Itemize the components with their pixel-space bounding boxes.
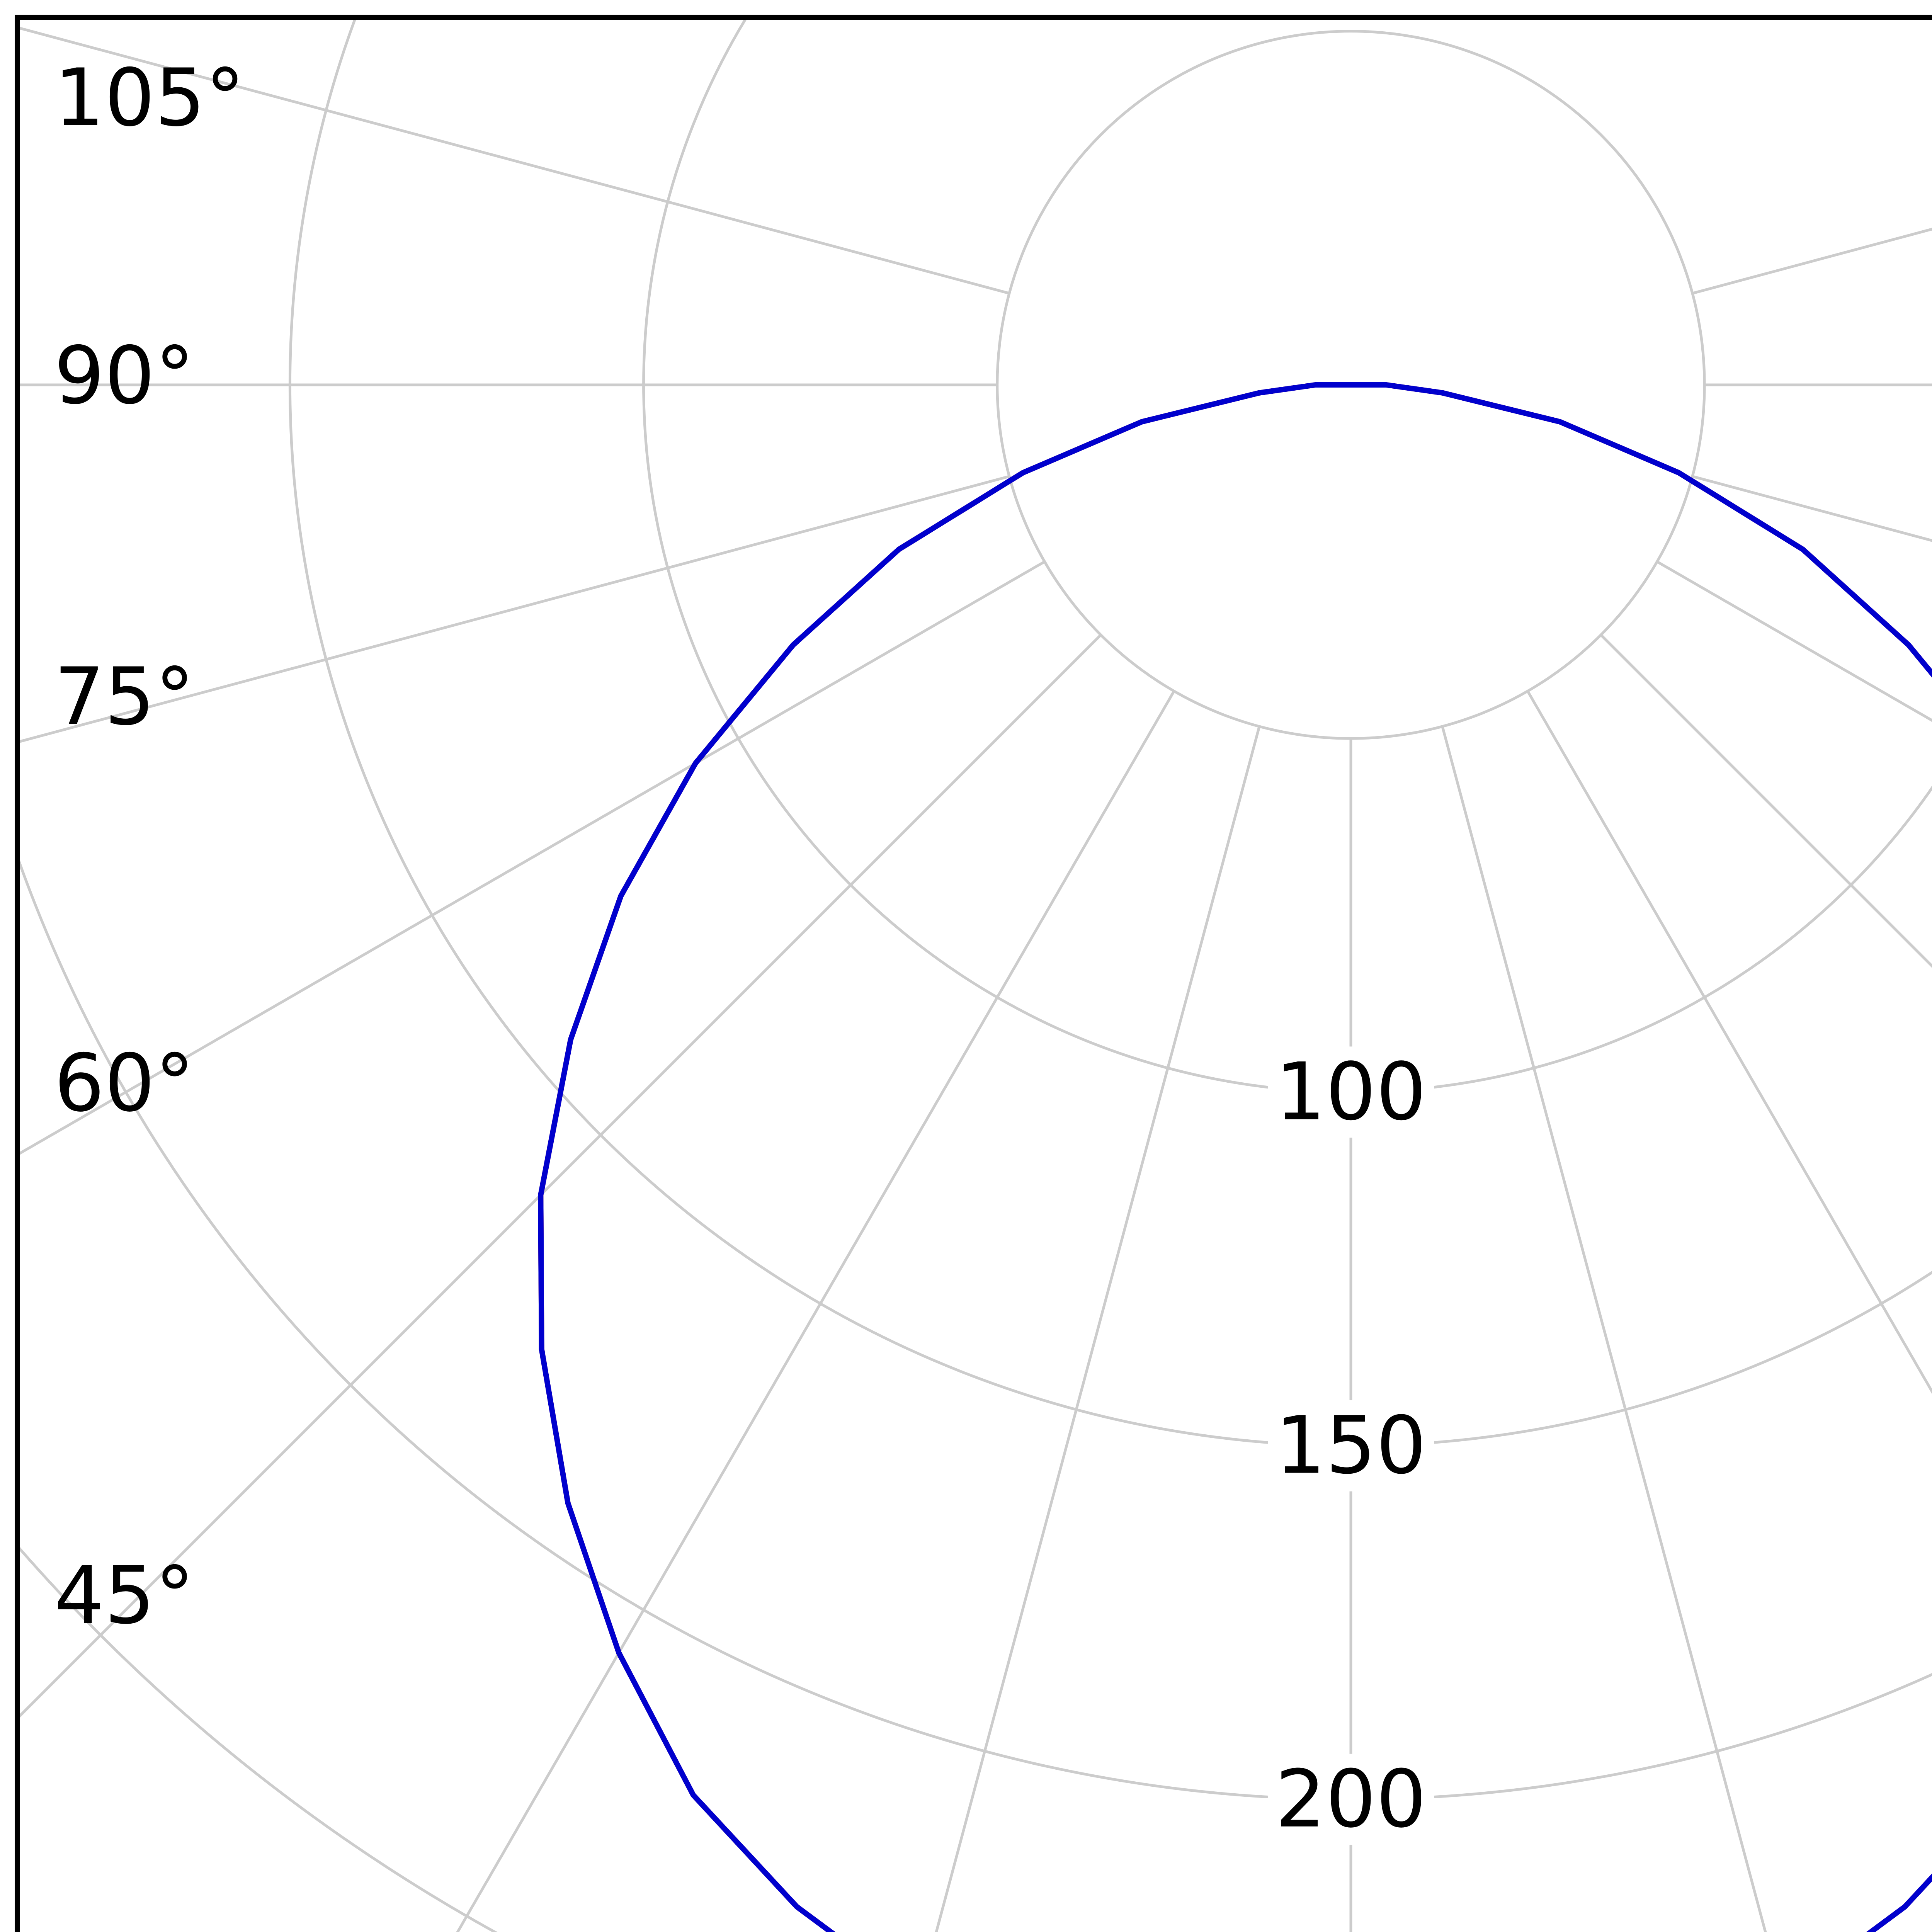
ring-labels: 100 150 200: [1268, 1046, 1434, 1845]
grid-spoke: [935, 726, 1261, 1932]
angle-label-left: 105°: [54, 52, 245, 144]
ring-label-mask: [1268, 1400, 1434, 1492]
grid-spoke: [20, 560, 1046, 1155]
angle-label-left: 75°: [54, 651, 194, 743]
intensity-curve-c0-c180: [538, 382, 1932, 1932]
chart-frame: [15, 15, 1932, 1932]
intensity-curve-c90-c270: [538, 382, 1932, 1932]
ring-label-mask: [1268, 1753, 1434, 1845]
ring-label: 200: [1275, 1753, 1426, 1845]
angle-label-left: 90°: [54, 330, 194, 422]
ring-label: 100: [1275, 1046, 1426, 1138]
grid-spoke: [1526, 690, 1932, 1395]
angle-label-left: 60°: [54, 1037, 194, 1129]
grid-spoke: [1441, 726, 1767, 1932]
intensity-curves: [538, 382, 1932, 1932]
grid-spoke: [20, 634, 1102, 1718]
angle-label-left: 45°: [54, 1550, 194, 1642]
grid-spoke: [1600, 634, 1932, 968]
grid-spoke: [20, 27, 1010, 295]
grid-ring: [642, 20, 1932, 1094]
grid-spoke: [456, 690, 1175, 1932]
grid-spoke: [20, 475, 1010, 743]
grid-spoke: [1656, 560, 1932, 722]
grid-ring: [289, 20, 1932, 1447]
ring-label-mask: [1268, 1046, 1434, 1138]
grid-spoke: [1692, 475, 1932, 542]
grid-ring: [20, 859, 1932, 1801]
ring-label: 150: [1275, 1400, 1426, 1492]
angle-labels: 105°105°90°90°75°75°60°60°45°45°30°15°0°…: [54, 52, 245, 1642]
grid-spoke: [1692, 228, 1932, 295]
